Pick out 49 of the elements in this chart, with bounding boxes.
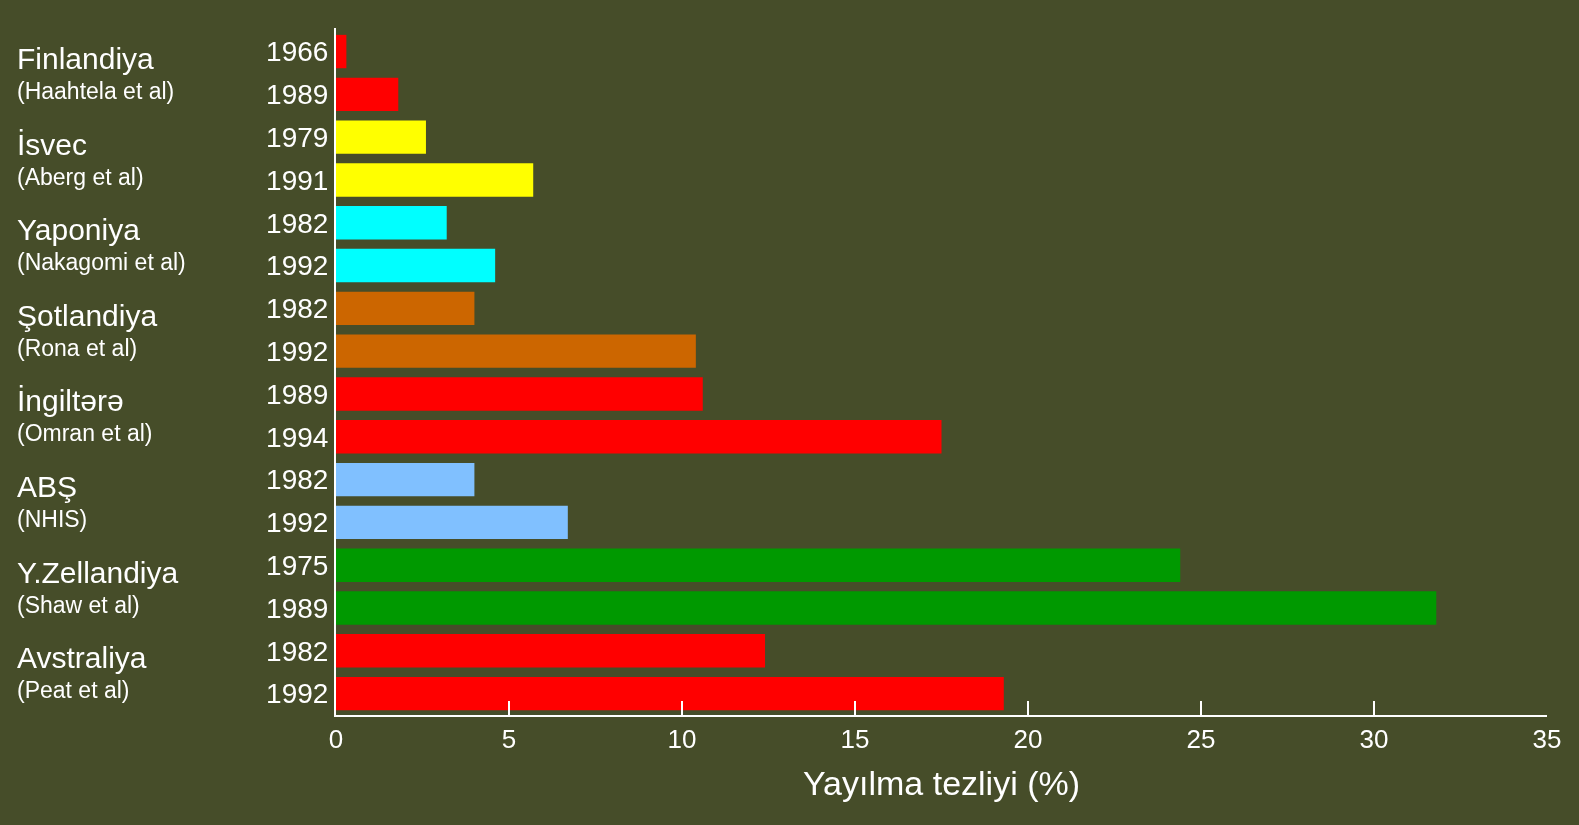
y-tick-label: 1982 (266, 635, 329, 667)
bar (336, 462, 475, 497)
bar (336, 548, 1181, 582)
text: İsvec (Aberg et al) (17, 128, 144, 190)
y-tick-label: 1992 (266, 507, 329, 539)
y-tick-label: 1992 (266, 335, 329, 367)
x-tick-label: 30 (1359, 724, 1389, 755)
y-tick-label: 1989 (266, 378, 329, 410)
y-tick-label: 1989 (266, 592, 329, 624)
x-tick-label: 25 (1186, 724, 1216, 755)
x-tick-label: 15 (840, 724, 870, 755)
text: Yaponiya (Nakagomi et al) (17, 213, 186, 275)
text: Finlandiya (Haahtela et al) (17, 42, 175, 104)
y-tick-label: 1989 (266, 79, 329, 111)
y-tick-label: 1991 (266, 164, 329, 196)
x-tick-label: 5 (501, 724, 517, 755)
bar (336, 334, 696, 368)
bar (336, 34, 347, 69)
bar (336, 634, 766, 668)
bar (336, 77, 399, 112)
text: Avstraliya (Peat et al) (17, 641, 147, 703)
bar (336, 420, 942, 454)
y-tick-label: 1994 (266, 421, 329, 453)
y-tick-label: 1982 (266, 464, 329, 496)
bar (336, 163, 534, 197)
bar (336, 377, 703, 411)
bar (336, 291, 475, 326)
x-tick-label: 35 (1532, 724, 1562, 755)
x-tick-label: 10 (667, 724, 697, 755)
bar (336, 591, 1437, 625)
y-tick-label: 1982 (266, 207, 329, 239)
y-tick-label: 1992 (266, 678, 329, 710)
y-tick-label: 1979 (266, 121, 329, 153)
y-tick-label: 1992 (266, 250, 329, 282)
text: İngiltərə (Omran et al) (17, 384, 153, 446)
bar (336, 676, 1004, 711)
text: Y.Zellandiya (Shaw et al) (17, 556, 179, 618)
text: ABŞ (NHIS) (17, 470, 88, 532)
bar (336, 248, 496, 283)
bar (336, 206, 447, 240)
bar (336, 505, 568, 540)
x-axis-title: Yayılma tezliyi (%) (802, 764, 1081, 802)
y-tick-label: 1966 (266, 36, 329, 68)
x-tick-label: 20 (1013, 724, 1043, 755)
y-tick-label: 1975 (266, 549, 329, 581)
bar (336, 120, 426, 154)
text: Şotlandiya (Rona et al) (17, 299, 158, 361)
x-tick-label: 0 (328, 724, 344, 755)
y-tick-label: 1982 (266, 293, 329, 325)
